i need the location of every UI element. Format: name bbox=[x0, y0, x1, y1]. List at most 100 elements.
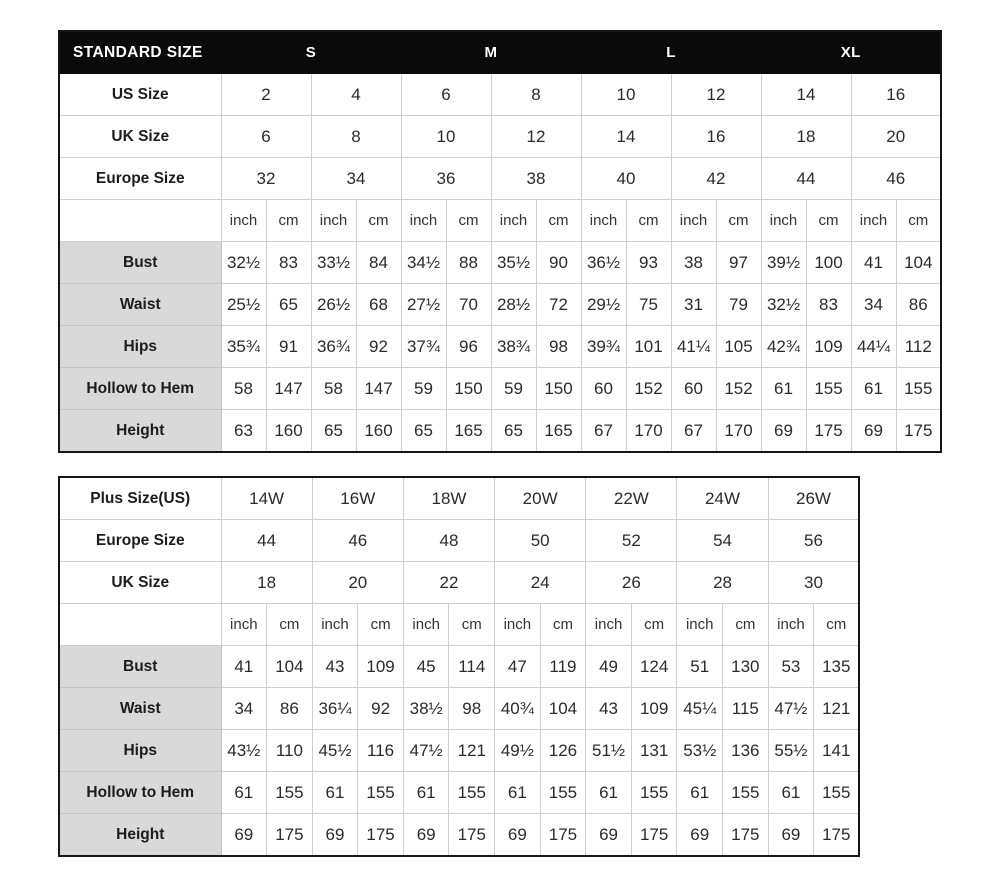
measurement-row-label: Hips bbox=[58, 729, 222, 772]
measurement-inch-value: 34½ bbox=[400, 241, 447, 284]
measurement-inch-value: 69 bbox=[585, 813, 632, 857]
unit-inch-label: inch bbox=[580, 199, 627, 242]
measurement-inch-value: 45 bbox=[402, 645, 450, 688]
measurement-cm-value: 104 bbox=[895, 241, 942, 284]
size-conversion-row: UK Size 6 8 10 12 14 16 18 20 bbox=[58, 115, 942, 158]
measurement-cm-value: 100 bbox=[805, 241, 852, 284]
measurement-cm-value: 65 bbox=[265, 283, 312, 326]
measurement-inch-value: 67 bbox=[580, 409, 627, 453]
measurement-cm-value: 155 bbox=[266, 771, 313, 814]
measurement-inch-value: 61 bbox=[402, 771, 450, 814]
size-value: 24 bbox=[494, 561, 587, 604]
standard-size-table: STANDARD SIZE S M L XL US Size 2 4 6 8 10 12 14 16 UK … bbox=[58, 30, 942, 453]
unit-cm-label: cm bbox=[448, 603, 496, 646]
size-group-header-xl: XL bbox=[760, 30, 942, 74]
unit-cm-label: cm bbox=[722, 603, 769, 646]
measurement-cm-value: 165 bbox=[535, 409, 582, 453]
size-conversion-row: UK Size 18 20 22 24 26 28 30 bbox=[58, 561, 860, 604]
measurement-row: Hips 43½ 110 45½ 116 47½ 121 49½ 126 51½ 131 53½ 136… bbox=[58, 729, 860, 772]
measurement-inch-value: 49 bbox=[585, 645, 632, 688]
measurement-cm-value: 68 bbox=[355, 283, 402, 326]
measurement-inch-value: 61 bbox=[767, 771, 815, 814]
measurement-row: Waist 25½ 65 26½ 68 27½ 70 28½ 72 29½ 75 31 79 32½ 83 3… bbox=[58, 283, 942, 326]
size-group-header-l: L bbox=[580, 30, 762, 74]
measurement-inch-value: 60 bbox=[580, 367, 627, 410]
size-conversion-row: US Size 2 4 6 8 10 12 14 16 bbox=[58, 73, 942, 116]
measurement-inch-value: 35¾ bbox=[220, 325, 267, 368]
size-value: 48 bbox=[402, 519, 496, 562]
standard-header-row: STANDARD SIZE S M L XL bbox=[58, 30, 942, 74]
measurement-inch-value: 55½ bbox=[767, 729, 815, 772]
measurement-cm-value: 121 bbox=[813, 687, 860, 730]
measurement-cm-value: 155 bbox=[448, 771, 496, 814]
size-group-header-s: S bbox=[220, 30, 402, 74]
measurement-row-label: Hollow to Hem bbox=[58, 771, 222, 814]
measurement-cm-value: 84 bbox=[355, 241, 402, 284]
measurement-cm-value: 104 bbox=[539, 687, 587, 730]
size-group-header-m: M bbox=[400, 30, 582, 74]
measurement-cm-value: 83 bbox=[265, 241, 312, 284]
measurement-inch-value: 44¼ bbox=[850, 325, 897, 368]
unit-cm-label: cm bbox=[357, 603, 404, 646]
measurement-cm-value: 92 bbox=[355, 325, 402, 368]
measurement-row: Bust 41 104 43 109 45 114 47 119 49 124 51 130 53 135 bbox=[58, 645, 860, 688]
size-value: 40 bbox=[580, 157, 672, 200]
measurement-cm-value: 119 bbox=[539, 645, 587, 688]
measurement-cm-value: 116 bbox=[357, 729, 404, 772]
size-value: 16W bbox=[311, 476, 404, 520]
measurement-cm-value: 155 bbox=[630, 771, 678, 814]
measurement-cm-value: 92 bbox=[357, 687, 404, 730]
measurement-row: Waist 34 86 36¼ 92 38½ 98 40¾ 104 43 109 45¼ 115 47½ 1… bbox=[58, 687, 860, 730]
measurement-inch-value: 61 bbox=[585, 771, 632, 814]
size-value: 14 bbox=[580, 115, 672, 158]
unit-header-row: inch cm inch cm inch cm inch cm inch cm inch cm inch… bbox=[58, 603, 860, 646]
size-value: 52 bbox=[585, 519, 678, 562]
size-value: 12 bbox=[490, 115, 582, 158]
empty-corner-cell bbox=[58, 199, 222, 242]
measurement-inch-value: 36¼ bbox=[311, 687, 359, 730]
measurement-cm-value: 150 bbox=[535, 367, 582, 410]
size-value: 24W bbox=[676, 476, 769, 520]
measurement-cm-value: 160 bbox=[265, 409, 312, 453]
measurement-inch-value: 41¼ bbox=[670, 325, 717, 368]
measurement-cm-value: 115 bbox=[722, 687, 769, 730]
measurement-row: Bust 32½ 83 33½ 84 34½ 88 35½ 90 36½ 93 38 97 39½ 100 4… bbox=[58, 241, 942, 284]
measurement-inch-value: 53 bbox=[767, 645, 815, 688]
measurement-cm-value: 155 bbox=[805, 367, 852, 410]
measurement-inch-value: 36¾ bbox=[310, 325, 357, 368]
plus-size-table: Plus Size(US) 14W 16W 18W 20W 22W 24W 26W Europe… bbox=[58, 476, 861, 857]
size-value: 26W bbox=[767, 476, 860, 520]
unit-inch-label: inch bbox=[220, 603, 268, 646]
unit-inch-label: inch bbox=[670, 199, 717, 242]
measurement-inch-value: 41 bbox=[850, 241, 897, 284]
measurement-cm-value: 93 bbox=[625, 241, 672, 284]
measurement-inch-value: 47½ bbox=[767, 687, 815, 730]
empty-corner-cell bbox=[58, 603, 222, 646]
measurement-inch-value: 39¾ bbox=[580, 325, 627, 368]
measurement-cm-value: 98 bbox=[448, 687, 496, 730]
row-label: Plus Size(US) bbox=[58, 476, 222, 520]
measurement-inch-value: 33½ bbox=[310, 241, 357, 284]
measurement-cm-value: 135 bbox=[813, 645, 860, 688]
measurement-cm-value: 86 bbox=[895, 283, 942, 326]
size-value: 36 bbox=[400, 157, 492, 200]
measurement-cm-value: 97 bbox=[715, 241, 762, 284]
measurement-cm-value: 155 bbox=[539, 771, 587, 814]
measurement-cm-value: 175 bbox=[722, 813, 769, 857]
measurement-inch-value: 65 bbox=[490, 409, 537, 453]
measurement-inch-value: 36½ bbox=[580, 241, 627, 284]
measurement-cm-value: 109 bbox=[630, 687, 678, 730]
measurement-inch-value: 69 bbox=[850, 409, 897, 453]
size-value: 46 bbox=[311, 519, 404, 562]
measurement-row-label: Height bbox=[58, 409, 222, 453]
measurement-inch-value: 28½ bbox=[490, 283, 537, 326]
measurement-inch-value: 38¾ bbox=[490, 325, 537, 368]
measurement-inch-value: 58 bbox=[310, 367, 357, 410]
measurement-inch-value: 31 bbox=[670, 283, 717, 326]
size-value: 54 bbox=[676, 519, 769, 562]
measurement-inch-value: 47½ bbox=[402, 729, 450, 772]
measurement-inch-value: 67 bbox=[670, 409, 717, 453]
measurement-inch-value: 26½ bbox=[310, 283, 357, 326]
size-value: 14W bbox=[220, 476, 313, 520]
measurement-cm-value: 160 bbox=[355, 409, 402, 453]
